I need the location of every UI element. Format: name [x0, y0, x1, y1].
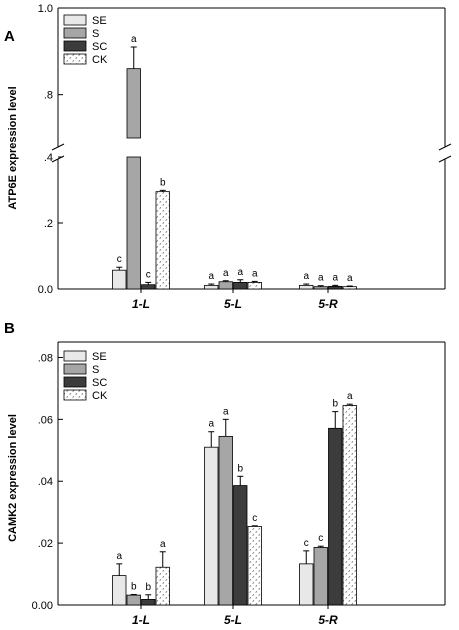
- y-tick-label: .06: [38, 414, 53, 426]
- bar-ck-1-l: [155, 566, 170, 606]
- y-axis-label: ATP6E expression level: [7, 86, 19, 209]
- significance-letter: a: [223, 406, 229, 417]
- bar-s-5-r: [313, 547, 328, 606]
- significance-letter: c: [117, 254, 122, 265]
- bar-sc-1-l: [141, 284, 156, 290]
- bar-ck-5-l: [247, 281, 262, 290]
- legend-label-sc: SC: [92, 377, 107, 389]
- significance-letter: a: [303, 271, 309, 282]
- y-tick-label: .02: [38, 538, 53, 550]
- x-tick-label: 1-L: [132, 297, 150, 311]
- x-tick-label: 5-L: [224, 297, 242, 311]
- significance-letter: a: [208, 271, 214, 282]
- legend-label-se: SE: [92, 15, 107, 27]
- significance-letter: c: [318, 533, 323, 544]
- legend-label-ck: CK: [92, 390, 108, 402]
- legend-swatch-ck: [63, 389, 87, 401]
- legend-swatch-s: [63, 363, 87, 375]
- significance-letter: a: [116, 551, 122, 562]
- y-tick-label: 0.00: [32, 600, 53, 612]
- significance-letter: b: [332, 399, 338, 410]
- legend-label-ck: CK: [92, 54, 108, 66]
- x-tick-label: 1-L: [132, 613, 150, 627]
- bar-sc-5-r: [328, 285, 343, 290]
- x-tick-label: 5-L: [224, 613, 242, 627]
- bar-sc-1-l: [141, 599, 156, 606]
- bar-se-5-r: [299, 563, 314, 606]
- bar-ck-5-r: [342, 405, 357, 606]
- bar-s-1-l-upper: [126, 68, 141, 139]
- legend-swatch-se: [63, 14, 87, 26]
- significance-letter: a: [131, 34, 137, 45]
- x-tick-label: 5-R: [318, 613, 338, 627]
- significance-letter: a: [318, 273, 324, 284]
- bar-s-1-l: [126, 594, 141, 606]
- y-tick-label: .04: [38, 476, 53, 488]
- legend-swatch-s: [63, 27, 87, 39]
- panel-a: A ATP6E expression level 0.0 .2 .4 .8 1.0 1-L 5-…: [4, 3, 452, 311]
- y-tick-label: .2: [44, 218, 53, 230]
- significance-letter: c: [252, 513, 257, 524]
- legend-label-sc: SC: [92, 41, 107, 53]
- bar-sc-5-l: [233, 281, 248, 290]
- bar-se-5-r: [299, 284, 314, 290]
- bar-sc-5-l: [233, 485, 248, 606]
- significance-letter: c: [304, 538, 309, 549]
- bar-s-5-l: [218, 435, 233, 606]
- bar-se-5-l: [204, 284, 219, 290]
- y-tick-label: .08: [38, 352, 53, 364]
- axis-break-mark: [438, 143, 452, 151]
- legend-label-se: SE: [92, 351, 107, 363]
- bar-s-1-l: [126, 156, 141, 290]
- legend-label-s: S: [92, 364, 99, 376]
- significance-letter: b: [160, 177, 166, 188]
- significance-letter: a: [347, 391, 353, 402]
- significance-letter: a: [223, 268, 229, 279]
- legend-label-s: S: [92, 28, 99, 40]
- bar-sc-5-r: [328, 427, 343, 606]
- significance-letter: a: [252, 268, 258, 279]
- significance-letter: b: [145, 582, 151, 593]
- significance-letter: b: [237, 463, 243, 474]
- legend-swatch-ck: [63, 53, 87, 65]
- significance-letter: a: [237, 267, 243, 278]
- axis-break-mark: [438, 155, 452, 163]
- legend-swatch-se: [63, 350, 87, 362]
- significance-letter: a: [208, 419, 214, 430]
- bar-se-5-l: [204, 446, 219, 606]
- significance-letter: b: [131, 581, 137, 592]
- bar-se-1-l: [112, 575, 127, 606]
- bar-ck-5-l: [247, 526, 262, 606]
- panel-b: B CAMK2 expression level 0.00 .02 .04 .06 .08 1…: [4, 320, 446, 627]
- legend-swatch-sc: [63, 40, 87, 52]
- panel-label: A: [4, 28, 15, 45]
- significance-letter: c: [146, 269, 151, 280]
- y-axis-label: CAMK2 expression level: [7, 414, 19, 542]
- x-tick-label: 5-R: [318, 297, 338, 311]
- bar-ck-1-l: [155, 191, 170, 290]
- significance-letter: a: [160, 539, 166, 550]
- bar-s-5-r: [313, 286, 328, 290]
- significance-letter: a: [332, 272, 338, 283]
- bar-ck-5-r: [342, 286, 357, 290]
- panel-label: B: [4, 320, 15, 337]
- y-tick-label: 1.0: [38, 3, 53, 15]
- legend-swatch-sc: [63, 376, 87, 388]
- bar-se-1-l: [112, 269, 127, 290]
- axis-break-mark: [51, 143, 65, 151]
- significance-letter: a: [347, 273, 353, 284]
- y-tick-label: .4: [44, 152, 53, 164]
- y-tick-label: .8: [44, 90, 53, 102]
- bar-s-5-l: [218, 281, 233, 290]
- y-tick-label: 0.0: [38, 284, 53, 296]
